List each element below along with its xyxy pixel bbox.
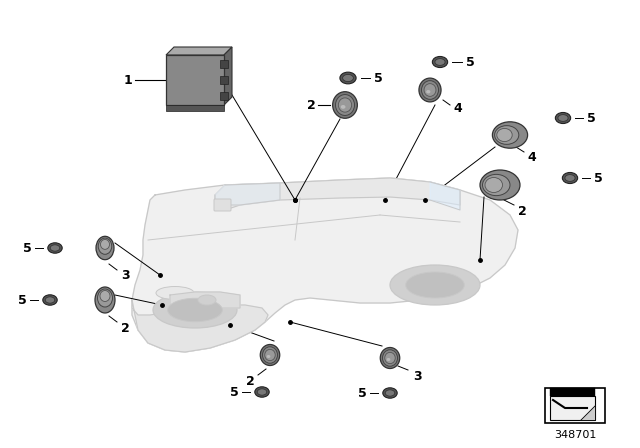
Ellipse shape <box>556 112 571 124</box>
Bar <box>545 388 605 423</box>
Text: 2: 2 <box>120 322 129 335</box>
Ellipse shape <box>100 239 109 250</box>
Ellipse shape <box>339 98 351 112</box>
Ellipse shape <box>485 177 502 193</box>
Bar <box>166 55 224 105</box>
Polygon shape <box>132 300 268 352</box>
Bar <box>220 60 228 68</box>
Ellipse shape <box>260 345 280 366</box>
Ellipse shape <box>50 245 60 251</box>
Ellipse shape <box>48 243 62 253</box>
Ellipse shape <box>340 105 346 109</box>
Polygon shape <box>166 47 232 55</box>
Text: 2: 2 <box>518 204 526 217</box>
Bar <box>166 105 224 111</box>
Ellipse shape <box>333 92 357 118</box>
Ellipse shape <box>419 78 441 102</box>
Ellipse shape <box>255 387 269 397</box>
Ellipse shape <box>480 170 520 200</box>
Ellipse shape <box>390 265 480 305</box>
Ellipse shape <box>153 292 237 328</box>
Ellipse shape <box>387 358 390 361</box>
Text: 2: 2 <box>307 99 316 112</box>
Polygon shape <box>224 47 232 105</box>
Ellipse shape <box>335 95 355 116</box>
Ellipse shape <box>265 349 275 361</box>
Text: 5: 5 <box>587 112 595 125</box>
Text: 5: 5 <box>466 56 474 69</box>
Ellipse shape <box>385 353 396 364</box>
Text: 3: 3 <box>413 370 421 383</box>
Text: 5: 5 <box>374 72 382 85</box>
Bar <box>220 92 228 100</box>
Polygon shape <box>132 178 518 352</box>
Ellipse shape <box>385 390 395 396</box>
Ellipse shape <box>433 56 447 68</box>
Text: 5: 5 <box>594 172 602 185</box>
Text: 5: 5 <box>358 387 366 400</box>
FancyBboxPatch shape <box>214 199 231 211</box>
Ellipse shape <box>262 347 278 363</box>
Ellipse shape <box>495 125 519 144</box>
Ellipse shape <box>342 74 353 82</box>
Ellipse shape <box>97 289 113 307</box>
Polygon shape <box>430 182 460 210</box>
Ellipse shape <box>483 174 510 196</box>
Ellipse shape <box>424 84 436 96</box>
Ellipse shape <box>99 238 112 254</box>
Polygon shape <box>170 292 240 308</box>
Ellipse shape <box>563 172 578 184</box>
Ellipse shape <box>435 59 445 65</box>
Polygon shape <box>550 396 595 420</box>
Ellipse shape <box>198 295 216 305</box>
Ellipse shape <box>406 272 464 298</box>
Ellipse shape <box>340 72 356 84</box>
Text: 5: 5 <box>18 293 26 306</box>
Text: 4: 4 <box>454 102 462 115</box>
Ellipse shape <box>257 389 267 395</box>
Bar <box>220 76 228 84</box>
Text: 2: 2 <box>246 375 254 388</box>
Polygon shape <box>215 178 460 210</box>
Polygon shape <box>215 183 280 205</box>
Polygon shape <box>580 405 595 420</box>
Ellipse shape <box>267 355 270 358</box>
Ellipse shape <box>565 175 575 181</box>
Ellipse shape <box>43 295 57 305</box>
Ellipse shape <box>45 297 55 303</box>
Ellipse shape <box>95 287 115 313</box>
Ellipse shape <box>497 129 512 142</box>
Text: 348701: 348701 <box>554 430 596 440</box>
Ellipse shape <box>168 298 222 322</box>
Ellipse shape <box>96 236 114 260</box>
Ellipse shape <box>156 287 194 300</box>
Text: 1: 1 <box>124 73 132 86</box>
Ellipse shape <box>558 115 568 121</box>
Ellipse shape <box>422 81 438 99</box>
Ellipse shape <box>383 350 397 366</box>
Ellipse shape <box>383 388 397 398</box>
Ellipse shape <box>100 290 110 302</box>
Ellipse shape <box>426 90 431 93</box>
Text: 5: 5 <box>230 385 238 399</box>
Text: 5: 5 <box>22 241 31 254</box>
Bar <box>550 388 595 396</box>
Ellipse shape <box>380 348 400 369</box>
Text: 4: 4 <box>527 151 536 164</box>
Text: 3: 3 <box>121 268 129 281</box>
Ellipse shape <box>492 122 527 148</box>
